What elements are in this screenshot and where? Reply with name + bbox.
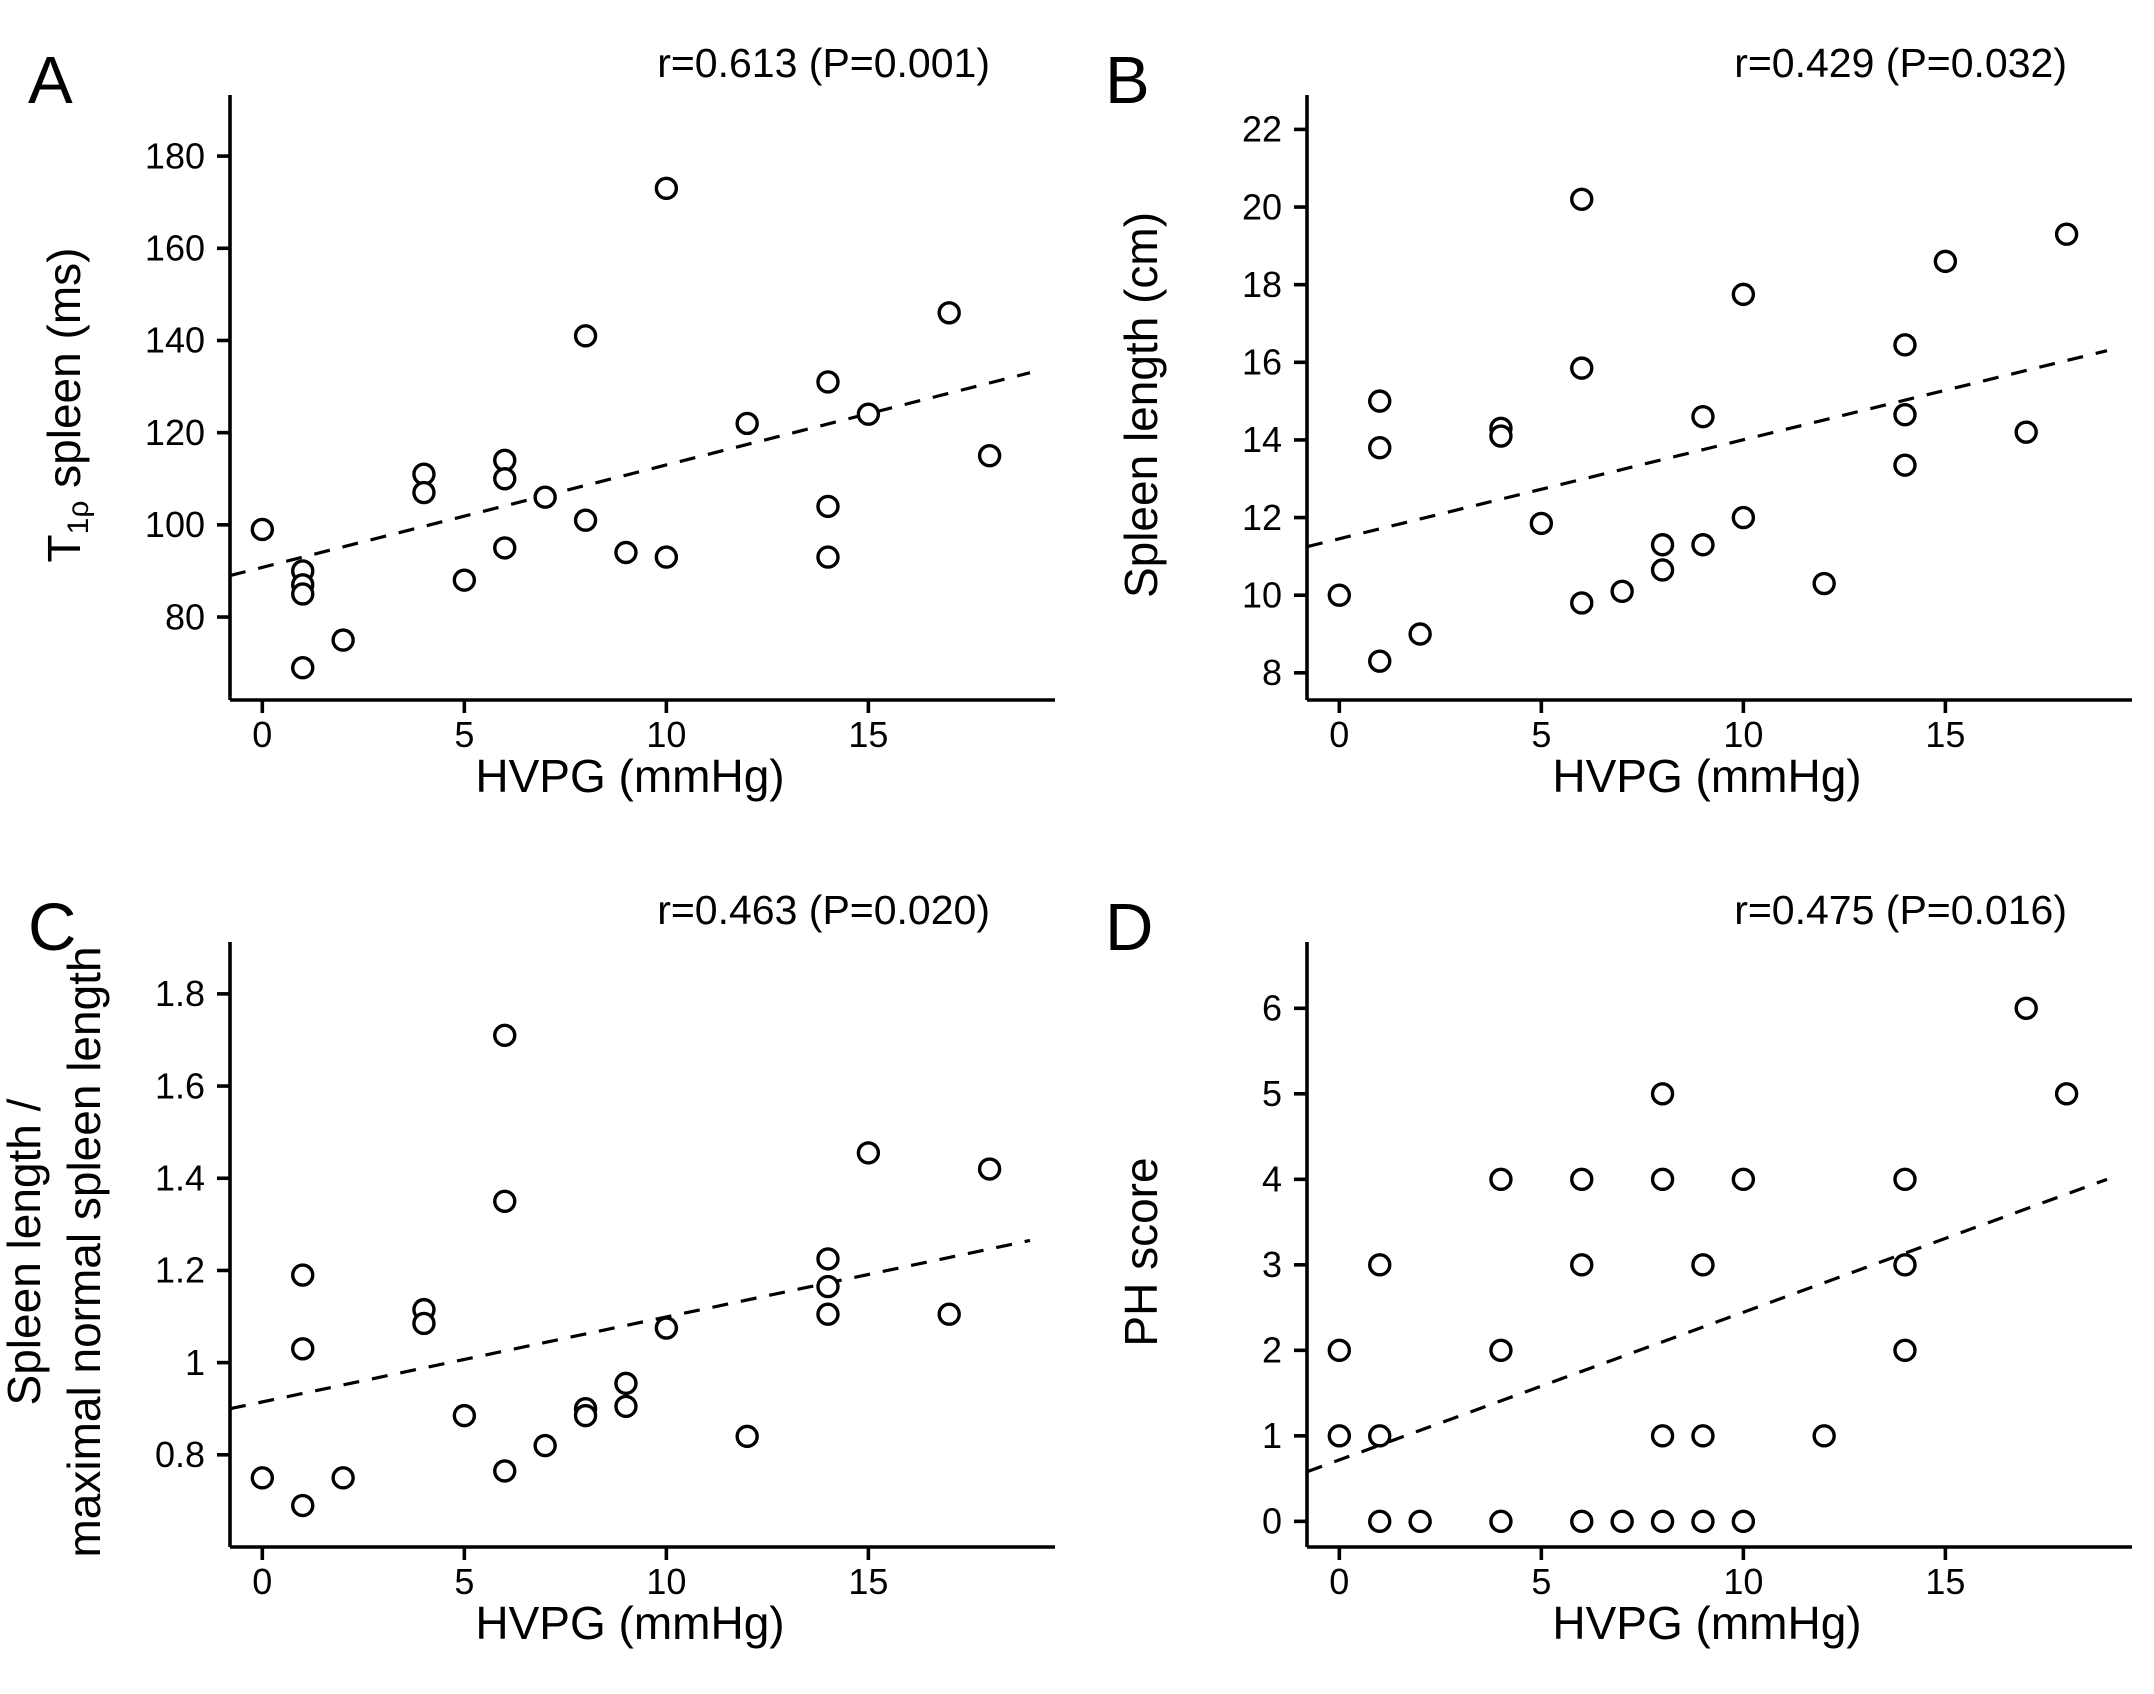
- svg-text:14: 14: [1242, 419, 1282, 460]
- svg-text:8: 8: [1262, 652, 1282, 693]
- svg-text:HVPG (mmHg): HVPG (mmHg): [1552, 1597, 1861, 1649]
- svg-text:12: 12: [1242, 497, 1282, 538]
- svg-text:1.8: 1.8: [155, 973, 205, 1014]
- svg-text:1: 1: [185, 1342, 205, 1383]
- svg-text:5: 5: [454, 714, 474, 755]
- svg-text:5: 5: [1531, 714, 1551, 755]
- svg-text:15: 15: [848, 714, 888, 755]
- svg-text:C: C: [28, 890, 76, 965]
- svg-text:HVPG (mmHg): HVPG (mmHg): [1552, 750, 1861, 802]
- svg-text:r=0.613 (P=0.001): r=0.613 (P=0.001): [657, 40, 990, 86]
- svg-text:160: 160: [145, 228, 205, 269]
- svg-text:6: 6: [1262, 988, 1282, 1029]
- svg-text:HVPG (mmHg): HVPG (mmHg): [475, 750, 784, 802]
- svg-text:100: 100: [145, 504, 205, 545]
- svg-text:1.2: 1.2: [155, 1250, 205, 1291]
- svg-text:0: 0: [252, 1561, 272, 1602]
- svg-text:1.6: 1.6: [155, 1065, 205, 1106]
- svg-text:r=0.463 (P=0.020): r=0.463 (P=0.020): [657, 887, 990, 933]
- svg-text:80: 80: [165, 596, 205, 637]
- svg-text:Spleen length /: Spleen length /: [0, 1098, 50, 1405]
- svg-text:16: 16: [1242, 342, 1282, 383]
- svg-text:180: 180: [145, 135, 205, 176]
- svg-text:0: 0: [252, 714, 272, 755]
- svg-text:r=0.475 (P=0.016): r=0.475 (P=0.016): [1734, 887, 2067, 933]
- svg-text:0: 0: [1262, 1501, 1282, 1542]
- svg-text:1.4: 1.4: [155, 1157, 205, 1198]
- svg-text:4: 4: [1262, 1159, 1282, 1200]
- svg-text:0: 0: [1329, 1561, 1349, 1602]
- svg-text:Spleen length (cm): Spleen length (cm): [1115, 212, 1167, 598]
- svg-text:A: A: [28, 43, 73, 118]
- svg-text:3: 3: [1262, 1244, 1282, 1285]
- svg-text:maximal normal spleen length: maximal normal spleen length: [58, 946, 110, 1557]
- svg-text:20: 20: [1242, 186, 1282, 227]
- svg-text:5: 5: [1531, 1561, 1551, 1602]
- svg-text:140: 140: [145, 320, 205, 361]
- svg-text:PH score: PH score: [1115, 1157, 1167, 1346]
- svg-text:r=0.429 (P=0.032): r=0.429 (P=0.032): [1734, 40, 2067, 86]
- svg-text:15: 15: [1925, 1561, 1965, 1602]
- svg-text:D: D: [1105, 890, 1153, 965]
- svg-text:B: B: [1105, 43, 1150, 118]
- svg-text:0.8: 0.8: [155, 1434, 205, 1475]
- svg-text:0: 0: [1329, 714, 1349, 755]
- svg-text:2: 2: [1262, 1330, 1282, 1371]
- svg-text:HVPG (mmHg): HVPG (mmHg): [475, 1597, 784, 1649]
- svg-text:15: 15: [1925, 714, 1965, 755]
- svg-text:10: 10: [1242, 574, 1282, 615]
- svg-text:1: 1: [1262, 1415, 1282, 1456]
- svg-text:5: 5: [1262, 1073, 1282, 1114]
- svg-text:120: 120: [145, 412, 205, 453]
- svg-text:15: 15: [848, 1561, 888, 1602]
- svg-text:18: 18: [1242, 264, 1282, 305]
- svg-text:22: 22: [1242, 109, 1282, 150]
- svg-text:5: 5: [454, 1561, 474, 1602]
